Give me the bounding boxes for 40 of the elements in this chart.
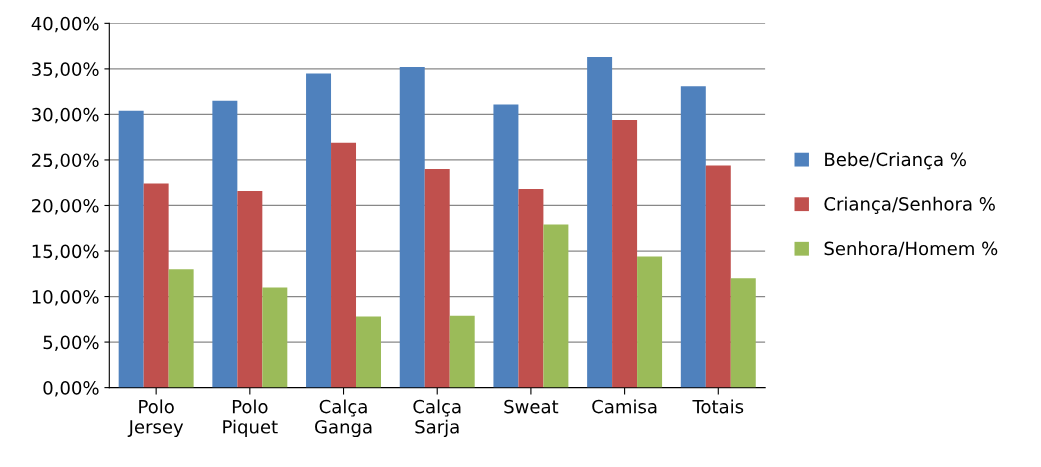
bar	[612, 119, 638, 388]
y-tick-label: 10,00%	[32, 290, 99, 306]
legend-label: Criança/Senhora %	[824, 196, 995, 214]
bar	[543, 224, 569, 388]
y-tick-label: 0,00%	[43, 381, 99, 397]
y-tick-label: 40,00%	[31, 16, 99, 33]
bar	[424, 169, 450, 388]
y-tick-label: 30,00%	[32, 107, 99, 124]
bar	[705, 165, 731, 388]
bar	[331, 142, 357, 388]
bar	[262, 287, 288, 388]
legend-label: Bebe/Criança %	[825, 152, 966, 170]
bar	[399, 67, 425, 388]
bar	[168, 269, 194, 388]
x-tick-label: Totais	[692, 399, 744, 414]
bar	[143, 183, 169, 388]
x-tick-label: Camisa	[592, 399, 657, 414]
bar	[212, 100, 238, 388]
bar	[730, 278, 756, 388]
bar	[118, 110, 144, 388]
bar	[587, 57, 613, 388]
bar	[518, 189, 544, 388]
x-tick-label: Calça Ganga	[315, 399, 372, 438]
x-tick-label: Sweat	[504, 399, 559, 414]
x-tick-label: Polo Jersey	[127, 399, 184, 438]
y-tick-label: 5,00%	[43, 335, 99, 352]
y-tick-label: 20,00%	[32, 198, 99, 215]
y-tick-label: 25,00%	[32, 153, 99, 169]
bar	[306, 73, 332, 388]
bar	[449, 315, 475, 388]
bar	[493, 104, 519, 388]
y-tick-label: 15,00%	[32, 244, 99, 260]
bar	[356, 316, 382, 388]
bar	[637, 256, 663, 388]
y-tick-label: 35,00%	[32, 62, 99, 78]
legend-label: Senhora/Homem %	[824, 241, 998, 257]
x-tick-label: Polo Piquet	[223, 399, 278, 438]
bar	[237, 190, 263, 388]
bar	[680, 86, 706, 388]
x-tick-label: Calça Sarja	[413, 399, 461, 438]
